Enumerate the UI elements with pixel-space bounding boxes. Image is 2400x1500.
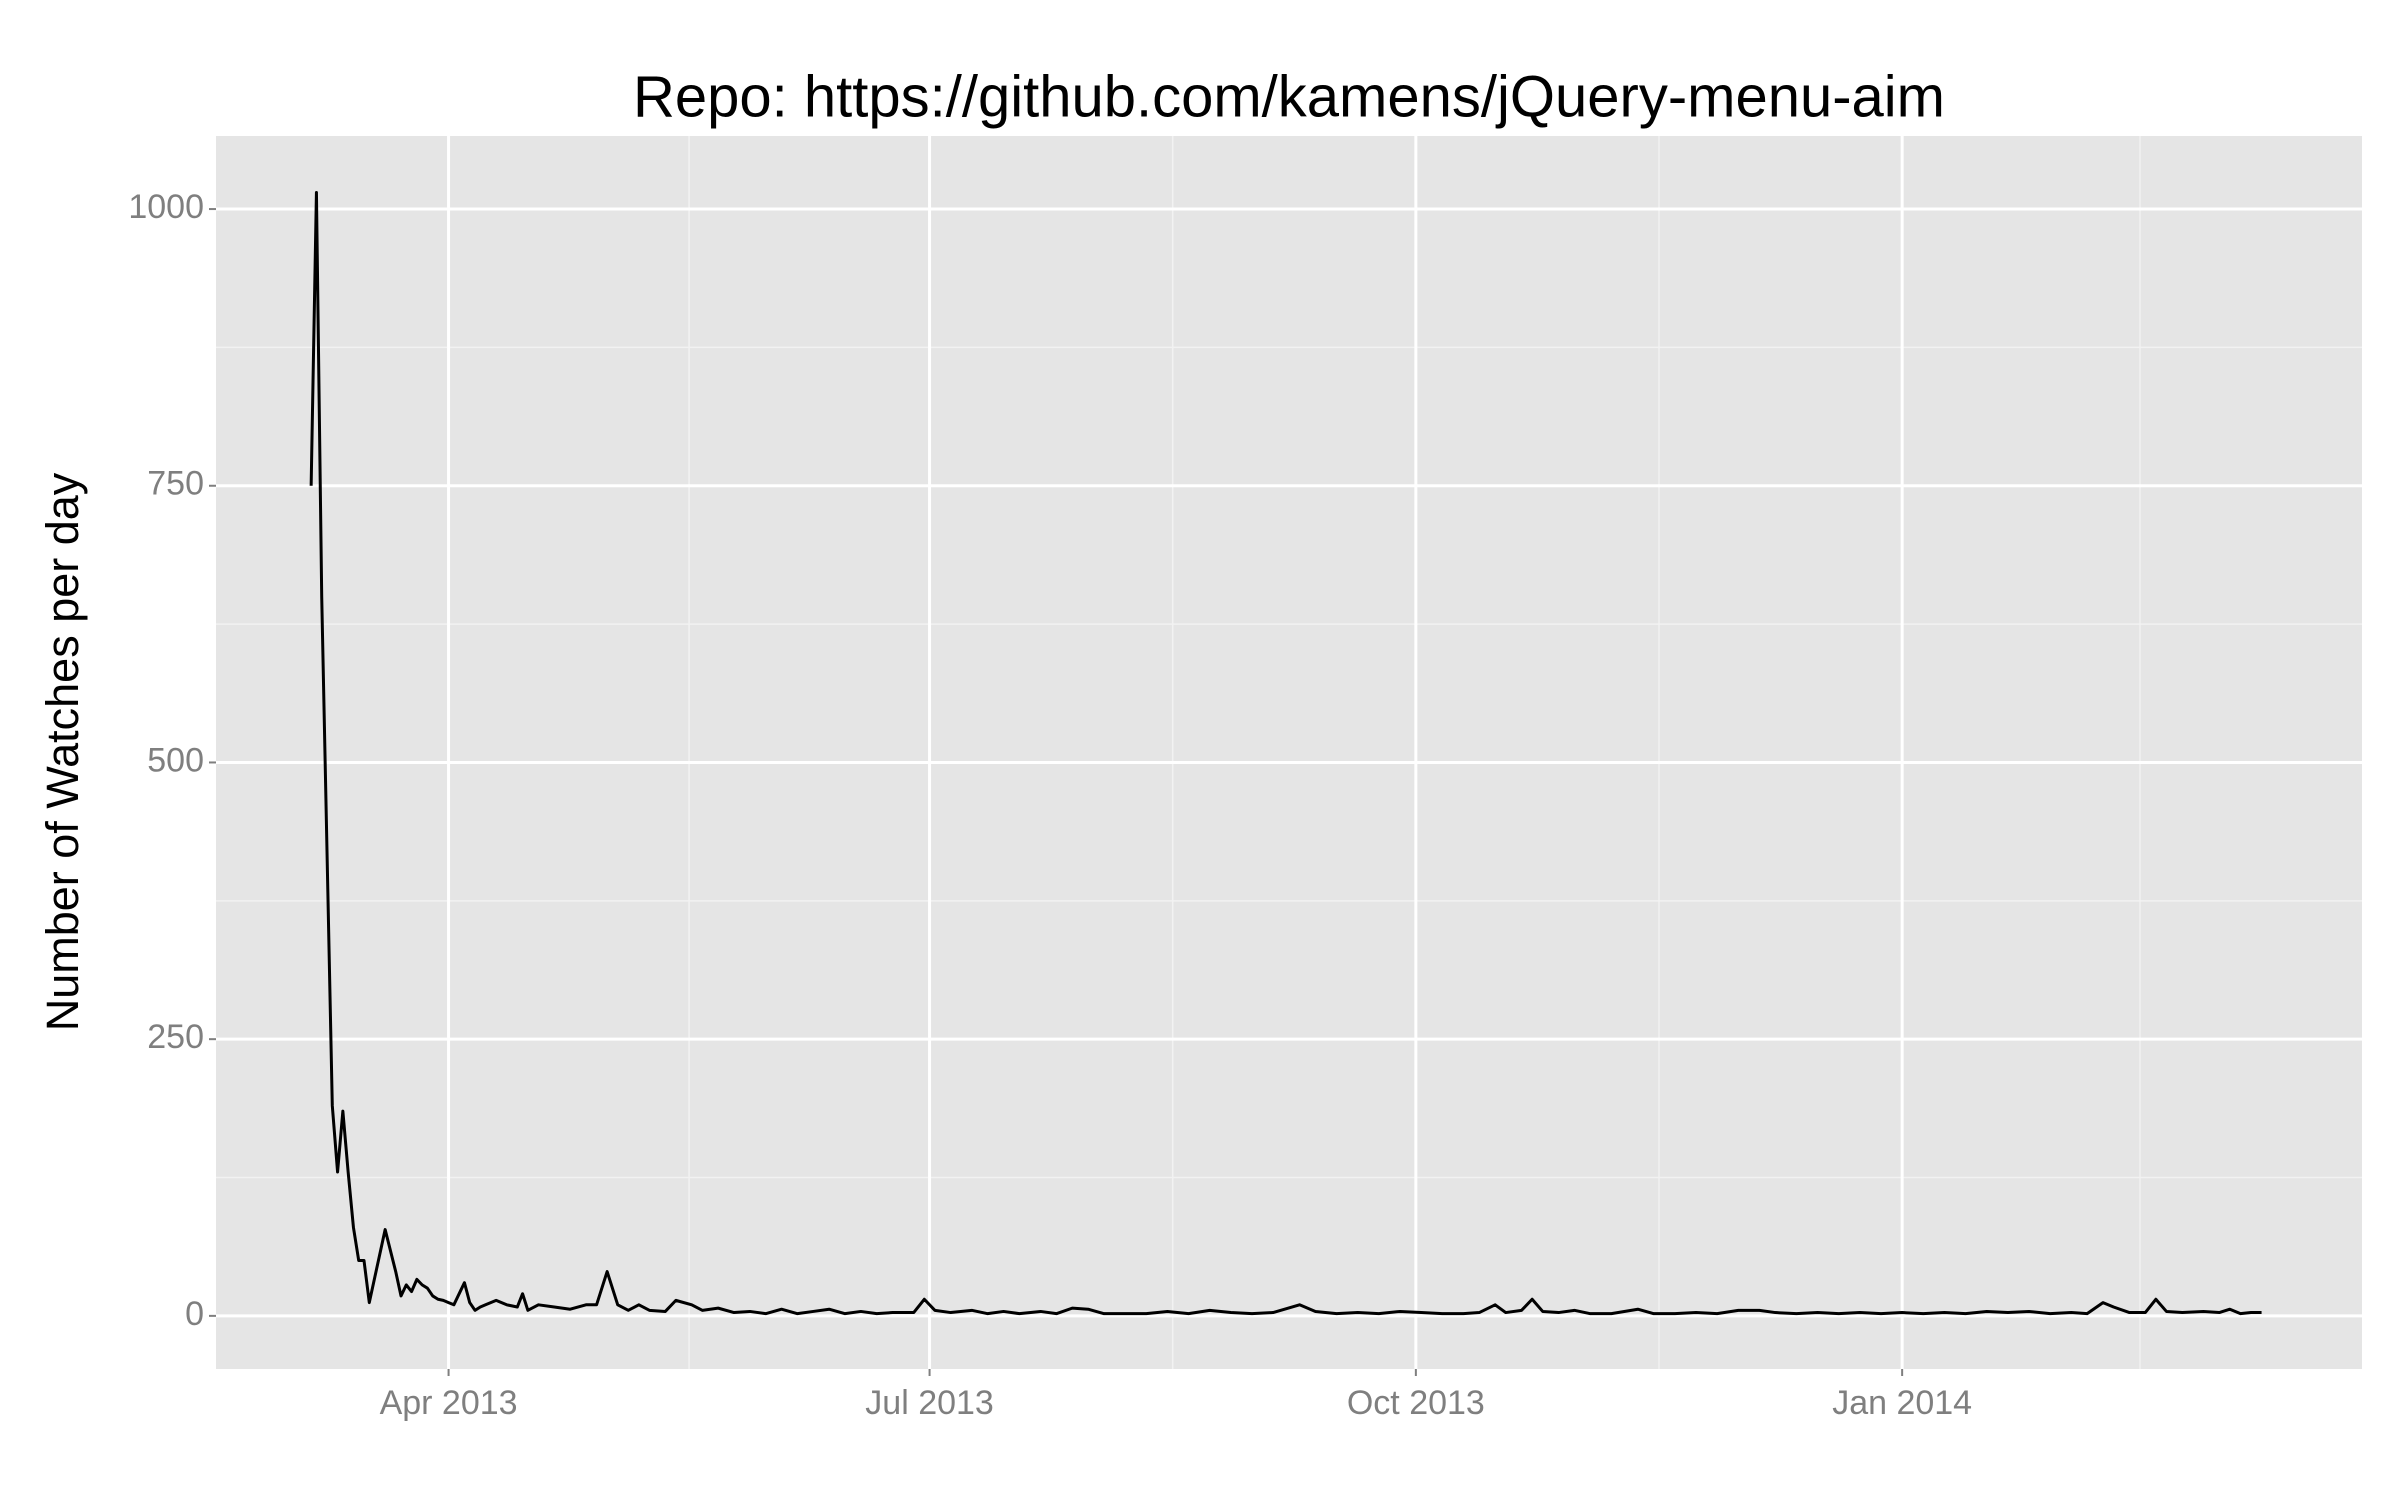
chart-title: Repo: https://github.com/kamens/jQuery-m…	[633, 64, 1945, 129]
y-tick-label: 0	[185, 1295, 204, 1333]
y-tick-label: 250	[147, 1018, 204, 1056]
plot-panel	[216, 136, 2362, 1369]
x-tick-label: Jan 2014	[1832, 1384, 1972, 1422]
x-tick-label: Jul 2013	[865, 1384, 994, 1422]
y-tick-label: 1000	[128, 188, 204, 226]
data-line	[309, 190, 2262, 1316]
x-tick-label: Oct 2013	[1347, 1384, 1485, 1422]
y-axis-label: Number of Watches per day	[37, 472, 88, 1031]
y-tick-label: 750	[147, 465, 204, 503]
x-tick-label: Apr 2013	[380, 1384, 518, 1422]
y-tick-label: 500	[147, 741, 204, 779]
